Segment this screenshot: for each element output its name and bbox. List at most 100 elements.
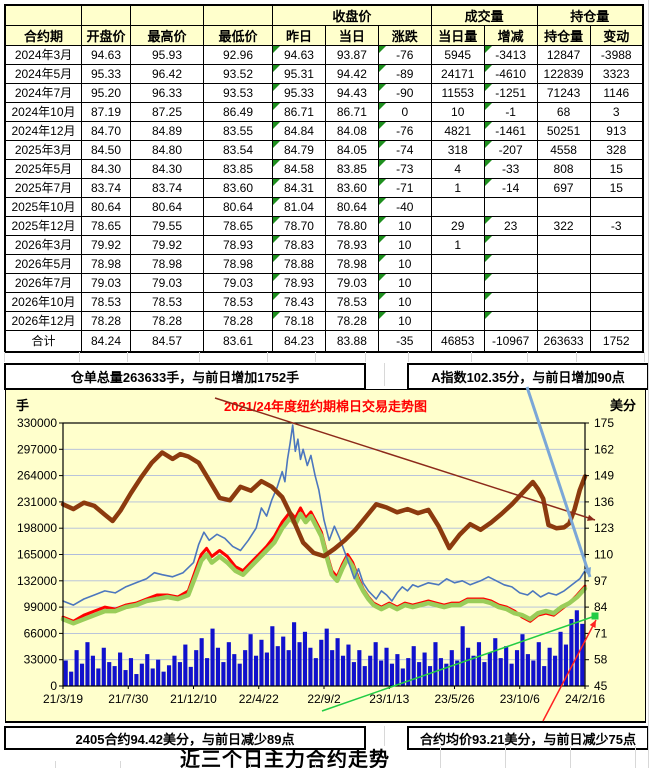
data-cell[interactable]: -1461 bbox=[483, 121, 538, 141]
data-cell[interactable] bbox=[589, 197, 644, 217]
col-header[interactable]: 涨跌 bbox=[377, 25, 432, 46]
data-cell[interactable]: -71 bbox=[377, 178, 432, 198]
data-cell[interactable]: -1 bbox=[483, 102, 538, 122]
data-cell[interactable]: 95.33 bbox=[81, 64, 131, 84]
data-cell[interactable]: 94.43 bbox=[324, 83, 379, 103]
data-cell[interactable]: 1 bbox=[430, 178, 485, 198]
data-cell[interactable]: 2025年3月 bbox=[4, 140, 82, 160]
data-cell[interactable]: 2026年12月 bbox=[4, 311, 82, 331]
data-cell[interactable]: 5945 bbox=[430, 45, 485, 65]
data-cell[interactable] bbox=[483, 197, 538, 217]
data-cell[interactable] bbox=[536, 235, 591, 255]
main-contract-summary[interactable]: 2405合约94.42美分，与前日减少89点 bbox=[4, 726, 366, 750]
data-cell[interactable]: 84.70 bbox=[81, 121, 131, 141]
data-cell[interactable]: 93.53 bbox=[203, 83, 273, 103]
data-cell[interactable]: 78.18 bbox=[272, 311, 326, 331]
col-header[interactable]: 合约期 bbox=[4, 25, 82, 46]
data-cell[interactable]: 95.20 bbox=[81, 83, 131, 103]
data-cell[interactable]: 79.03 bbox=[81, 273, 131, 293]
data-cell[interactable]: 78.83 bbox=[272, 235, 326, 255]
data-cell[interactable]: 78.53 bbox=[324, 292, 379, 312]
data-cell[interactable]: 84.80 bbox=[130, 140, 204, 160]
data-cell[interactable]: 83.74 bbox=[81, 178, 131, 198]
data-cell[interactable]: 86.71 bbox=[324, 102, 379, 122]
data-cell[interactable]: 93.87 bbox=[324, 45, 379, 65]
data-cell[interactable] bbox=[483, 292, 538, 312]
data-cell[interactable] bbox=[536, 254, 591, 274]
data-cell[interactable]: -90 bbox=[377, 83, 432, 103]
data-cell[interactable]: 318 bbox=[430, 140, 485, 160]
data-cell[interactable]: 96.42 bbox=[130, 64, 204, 84]
data-cell[interactable]: -14 bbox=[483, 178, 538, 198]
data-cell[interactable]: 84.84 bbox=[272, 121, 326, 141]
data-cell[interactable]: 79.03 bbox=[324, 273, 379, 293]
data-cell[interactable]: 80.64 bbox=[130, 197, 204, 217]
data-cell[interactable]: 78.65 bbox=[81, 216, 131, 236]
data-cell[interactable]: 322 bbox=[536, 216, 591, 236]
data-cell[interactable]: 11553 bbox=[430, 83, 485, 103]
data-cell[interactable] bbox=[589, 311, 644, 331]
data-cell[interactable]: 3 bbox=[589, 102, 644, 122]
col-group-header[interactable]: 持仓量 bbox=[536, 4, 644, 26]
data-cell[interactable]: 122839 bbox=[536, 64, 591, 84]
data-cell[interactable]: 78.88 bbox=[272, 254, 326, 274]
data-cell[interactable]: 808 bbox=[536, 159, 591, 179]
data-cell[interactable]: 78.98 bbox=[130, 254, 204, 274]
total-cell[interactable]: 84.23 bbox=[272, 330, 326, 353]
data-cell[interactable]: 78.93 bbox=[272, 273, 326, 293]
data-cell[interactable]: 79.03 bbox=[130, 273, 204, 293]
total-cell[interactable]: -10967 bbox=[483, 330, 538, 353]
data-cell[interactable] bbox=[430, 311, 485, 331]
data-cell[interactable] bbox=[589, 254, 644, 274]
data-cell[interactable]: 79.92 bbox=[130, 235, 204, 255]
data-cell[interactable]: 80.64 bbox=[203, 197, 273, 217]
col-group-header[interactable]: 收盘价 bbox=[272, 4, 432, 26]
data-cell[interactable]: 94.63 bbox=[81, 45, 131, 65]
data-cell[interactable]: 2025年7月 bbox=[4, 178, 82, 198]
data-cell[interactable]: -4610 bbox=[483, 64, 538, 84]
data-cell[interactable]: 84.08 bbox=[324, 121, 379, 141]
data-cell[interactable]: 2024年5月 bbox=[4, 64, 82, 84]
col-group-header-empty[interactable] bbox=[4, 4, 82, 26]
data-cell[interactable]: 83.60 bbox=[203, 178, 273, 198]
data-cell[interactable]: 15 bbox=[589, 178, 644, 198]
data-cell[interactable]: 78.98 bbox=[324, 254, 379, 274]
data-cell[interactable]: 15 bbox=[589, 159, 644, 179]
data-cell[interactable]: 78.28 bbox=[324, 311, 379, 331]
data-cell[interactable]: -1251 bbox=[483, 83, 538, 103]
data-cell[interactable]: 84.31 bbox=[272, 178, 326, 198]
data-cell[interactable]: 2026年7月 bbox=[4, 273, 82, 293]
data-cell[interactable]: 10 bbox=[377, 292, 432, 312]
data-cell[interactable]: 78.98 bbox=[203, 254, 273, 274]
total-cell[interactable]: 46853 bbox=[430, 330, 485, 353]
data-cell[interactable] bbox=[430, 273, 485, 293]
col-header[interactable]: 增减 bbox=[483, 25, 538, 46]
data-cell[interactable]: 84.30 bbox=[81, 159, 131, 179]
total-cell[interactable]: 合计 bbox=[4, 330, 82, 353]
data-cell[interactable]: 83.85 bbox=[203, 159, 273, 179]
col-group-header[interactable]: 成交量 bbox=[430, 4, 538, 26]
data-cell[interactable]: 4558 bbox=[536, 140, 591, 160]
data-cell[interactable]: 10 bbox=[377, 273, 432, 293]
data-cell[interactable]: 94.42 bbox=[324, 64, 379, 84]
data-cell[interactable]: -3 bbox=[589, 216, 644, 236]
warehouse-receipt-summary[interactable]: 仓单总量263633手，与前日增加1752手 bbox=[4, 363, 366, 390]
data-cell[interactable]: 86.71 bbox=[272, 102, 326, 122]
data-cell[interactable]: 10 bbox=[377, 235, 432, 255]
data-cell[interactable]: -40 bbox=[377, 197, 432, 217]
data-cell[interactable]: 78.53 bbox=[81, 292, 131, 312]
data-cell[interactable]: 2024年10月 bbox=[4, 102, 82, 122]
data-cell[interactable]: 83.60 bbox=[324, 178, 379, 198]
data-cell[interactable]: 78.28 bbox=[130, 311, 204, 331]
col-header[interactable]: 持仓量 bbox=[536, 25, 591, 46]
data-cell[interactable]: 78.53 bbox=[203, 292, 273, 312]
total-cell[interactable]: 83.61 bbox=[203, 330, 273, 353]
data-cell[interactable]: 78.80 bbox=[324, 216, 379, 236]
data-cell[interactable]: 78.93 bbox=[324, 235, 379, 255]
data-cell[interactable]: 2026年3月 bbox=[4, 235, 82, 255]
data-cell[interactable]: 78.70 bbox=[272, 216, 326, 236]
data-cell[interactable] bbox=[536, 311, 591, 331]
data-cell[interactable]: 4821 bbox=[430, 121, 485, 141]
total-cell[interactable]: -35 bbox=[377, 330, 432, 353]
data-cell[interactable]: 4 bbox=[430, 159, 485, 179]
